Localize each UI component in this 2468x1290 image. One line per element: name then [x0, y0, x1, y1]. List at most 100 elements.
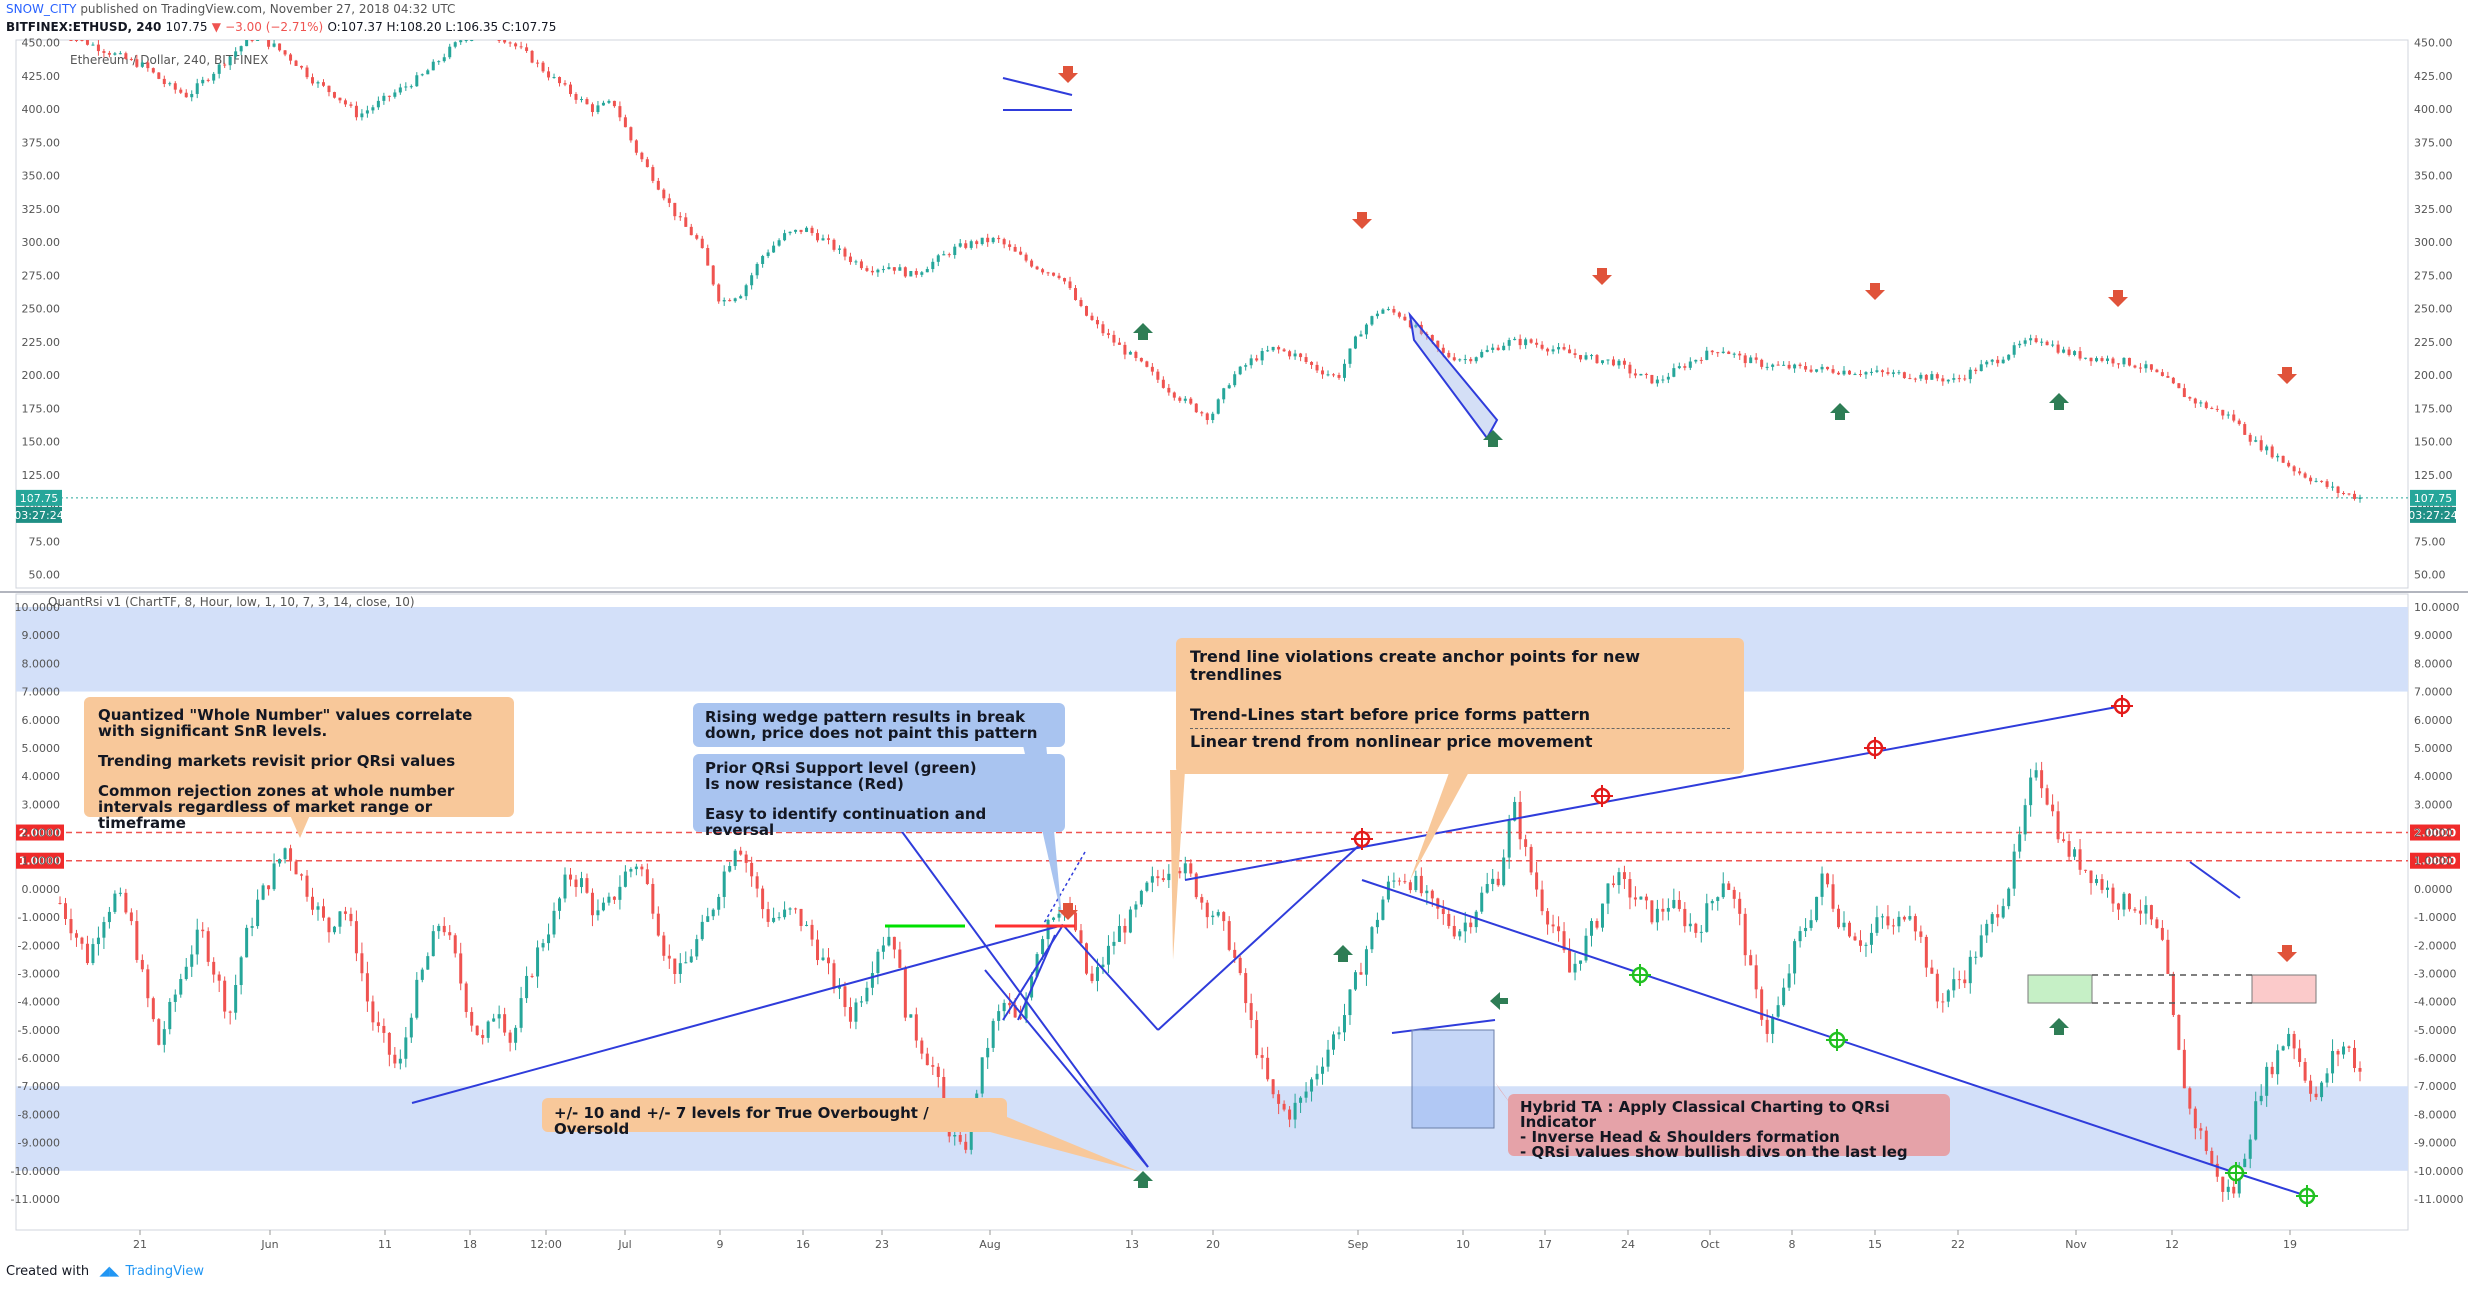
candle-body [925, 269, 929, 273]
down-arrow-icon [1058, 903, 1078, 920]
candle-body [80, 937, 84, 944]
candle-body [1568, 349, 1572, 354]
candle-body [365, 973, 369, 1002]
callout-text: - QRsi values show bullish divs on the l… [1520, 1143, 1908, 1161]
candle-body [69, 919, 73, 934]
candle-body [964, 243, 968, 248]
price-tick-left: 150.00 [22, 436, 61, 449]
candle-body [2067, 349, 2071, 355]
candle-body [1150, 366, 1154, 372]
price-drawings [1002, 77, 1499, 440]
price-axis[interactable]: 450.00 450.00 425.00 425.00 400.00 400.00 375.… [14, 37, 2457, 582]
candle-body [1414, 875, 1418, 891]
candle-body [2358, 497, 2362, 499]
candle-body [272, 43, 276, 47]
candle-body [1117, 925, 1121, 942]
candle-body [1502, 857, 1506, 886]
candle-body [1019, 251, 1023, 255]
price-candles [69, 40, 2362, 503]
candle-body [530, 975, 534, 977]
candle-body [2353, 493, 2357, 499]
candle-body [503, 1014, 507, 1033]
candle-body [173, 994, 177, 1002]
price-tick-right: 75.00 [2414, 535, 2446, 548]
candle-body [1233, 374, 1237, 386]
candle-body [898, 267, 902, 271]
candle-body [2347, 493, 2351, 495]
candle-body [1820, 873, 1824, 897]
up-arrow-icon [2049, 1018, 2069, 1035]
candle-body [1985, 361, 1989, 365]
indicator-axis[interactable]: 10.0000 10.0000 9.0000 9.0000 8.0000 8.0000 7.… [11, 601, 2464, 1206]
candle-body [426, 70, 430, 75]
candle-body [234, 985, 238, 1013]
candle-body [629, 127, 633, 141]
candle-body [2309, 477, 2313, 482]
price-tick-right: 250.00 [2414, 303, 2453, 316]
candle-body [579, 99, 583, 101]
time-axis[interactable]: 21 Jun 11 18 12:00 Jul 9 16 23 Aug 13 20 Sep 10 17 24 Oc… [133, 1230, 2297, 1251]
indicator-tick-right: 10.0000 [2414, 601, 2460, 614]
candle-body [1282, 1103, 1286, 1110]
candle-body [887, 267, 891, 270]
candle-body [1880, 370, 1884, 373]
candle-body [1474, 357, 1478, 362]
candle-body [1008, 244, 1012, 247]
candle-body [1573, 963, 1577, 973]
candle-body [1364, 324, 1368, 335]
candle-body [201, 79, 205, 84]
candle-body [503, 40, 507, 43]
candle-body [1013, 1005, 1017, 1018]
tradingview-link[interactable]: TradingView [125, 1264, 204, 1279]
candle-body [667, 198, 671, 203]
candle-body [2051, 804, 2055, 812]
candle-body [1463, 922, 1467, 932]
candle-body [1617, 360, 1621, 366]
candle-body [305, 875, 309, 897]
trendline-falling-2 [1062, 924, 1159, 1031]
candle-body [239, 957, 243, 986]
candle-body [997, 1011, 1001, 1021]
candle-body [332, 92, 336, 98]
candle-body [788, 908, 792, 910]
candle-body [1847, 922, 1851, 937]
candle-body [1518, 801, 1522, 840]
candle-body [958, 243, 962, 247]
candle-body [788, 231, 792, 234]
candle-body [1046, 272, 1050, 274]
candle-body [1738, 898, 1742, 914]
tradingview-logo-icon[interactable]: ◢◣ [99, 1264, 120, 1279]
price-tick-left: 350.00 [22, 170, 61, 183]
candle-body [1749, 955, 1753, 966]
candle-body [1211, 915, 1215, 918]
candle-body [799, 908, 803, 926]
candle-body [300, 874, 304, 876]
callout-trendlines: Trend line violations create anchor poin… [1176, 638, 1744, 774]
candle-body [2342, 492, 2346, 494]
author-link[interactable]: SNOW_CITY [6, 2, 77, 16]
candle-body [1249, 358, 1253, 366]
candle-body [91, 44, 95, 46]
candle-body [91, 944, 95, 964]
candle-body [140, 62, 144, 67]
candle-body [1990, 359, 1994, 362]
candle-body [629, 869, 633, 872]
candle-body [997, 237, 1001, 240]
candle-body [1996, 914, 2000, 918]
candle-body [2204, 402, 2208, 408]
candle-body [393, 1054, 397, 1064]
trendline-rising-2 [1157, 839, 1366, 1031]
candle-body [2116, 903, 2120, 910]
candle-body [2237, 420, 2241, 425]
symbol-name: BITFINEX:ETHUSD, 240 [6, 20, 162, 34]
candle-body [332, 926, 336, 933]
time-label: Jul [617, 1238, 631, 1251]
candle-body [184, 966, 188, 980]
candle-body [1178, 870, 1182, 874]
candle-body [1853, 374, 1857, 376]
candle-body [1573, 353, 1577, 355]
price-tick-right: 300.00 [2414, 236, 2453, 249]
candle-body [321, 82, 325, 86]
candle-body [311, 896, 315, 910]
candle-body [96, 937, 100, 945]
